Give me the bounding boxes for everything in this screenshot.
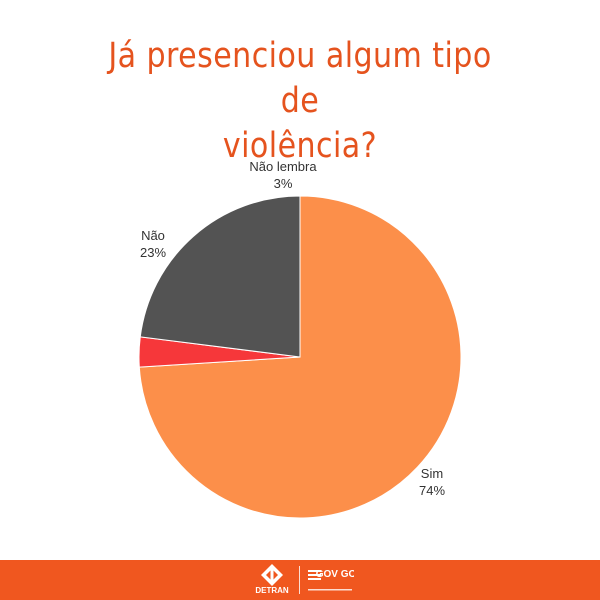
detran-logo-text: DETRAN	[255, 586, 289, 595]
detran-goias-logo: DETRAN	[255, 564, 289, 595]
slice-label: Não	[141, 228, 165, 243]
slice-label: Não lembra	[249, 159, 317, 174]
logo-divider	[299, 566, 300, 594]
pie-slice-n-o	[139, 195, 301, 358]
footer-bar: DETRAN GOV GO	[0, 560, 600, 600]
slice-label: Sim	[421, 466, 443, 481]
slice-value-label: 23%	[140, 245, 166, 260]
pie-chart: Sim 74% Não lembra 3% Não 23%	[138, 159, 462, 519]
chart-title: Já presenciou algum tipo de violência?	[108, 36, 492, 166]
slice-value-label: 74%	[419, 483, 445, 498]
slice-value-label: 3%	[274, 176, 293, 191]
gov-logo-text: GOV GO	[316, 569, 354, 580]
gov-go-logo: GOV GO	[308, 569, 354, 591]
